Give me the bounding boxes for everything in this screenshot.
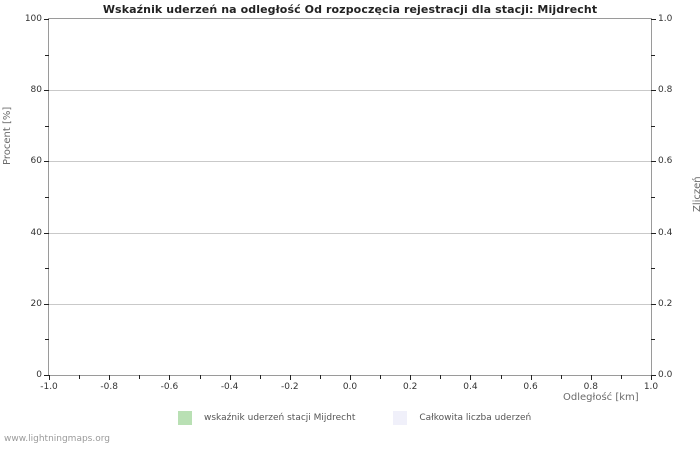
y2-axis-minor-tick	[651, 54, 655, 56]
gridline-horizontal	[49, 303, 651, 305]
y2-axis-minor-tick	[651, 125, 655, 127]
x-axis-minor-tick	[319, 375, 321, 379]
x-axis-minor-tick	[440, 375, 442, 379]
y2-axis-tick-label: 0.4	[658, 227, 673, 238]
watermark: www.lightningmaps.org	[4, 434, 110, 444]
legend-swatch-strike-rate	[178, 411, 192, 425]
legend-item-total-strikes: Całkowita liczba uderzeń	[393, 411, 531, 425]
y2-axis-minor-tick	[651, 268, 655, 270]
gridline-horizontal	[49, 232, 651, 234]
x-axis-tick-label: -0.2	[281, 382, 299, 392]
y-axis-tick	[44, 232, 49, 234]
x-axis-tick	[590, 375, 592, 380]
y-axis-minor-tick	[45, 54, 49, 56]
x-axis-tick	[229, 375, 231, 380]
y-axis-tick	[44, 90, 49, 92]
x-axis-tick	[470, 375, 472, 380]
y2-axis-tick-label: 0.2	[658, 298, 673, 309]
y2-axis-minor-tick	[651, 339, 655, 341]
legend-label-strike-rate: wskaźnik uderzeń stacji Mijdrecht	[204, 413, 356, 423]
y-axis-tick-label: 80	[30, 85, 42, 96]
y-axis-tick	[44, 19, 49, 20]
x-axis-tick-label: -0.6	[160, 382, 179, 392]
y-axis-minor-tick	[45, 339, 49, 341]
y-axis-tick	[44, 161, 49, 163]
y2-axis-tick-label: 0.8	[658, 85, 673, 96]
x-axis-tick	[109, 375, 111, 380]
x-axis-tick	[530, 375, 532, 380]
x-axis-tick-label: 0.4	[463, 382, 478, 392]
x-axis-tick-label: 0.8	[583, 382, 598, 392]
y-axis-tick-label: 0	[36, 370, 42, 380]
y2-axis-tick-label: 0.6	[658, 156, 673, 167]
y2-axis-minor-tick	[651, 197, 655, 198]
legend-swatch-total-strikes	[393, 411, 408, 425]
y-axis-minor-tick	[45, 125, 49, 127]
x-axis-label: Odległość [km]	[563, 392, 639, 403]
x-axis-minor-tick	[380, 375, 382, 379]
page-title: Wskaźnik uderzeń na odległość Od rozpocz…	[102, 3, 598, 16]
x-axis-minor-tick	[139, 375, 141, 379]
y-axis-label-left: Procent [%]	[2, 106, 13, 165]
x-axis-tick-label: 0.0	[342, 382, 358, 392]
legend-label-total-strikes: Całkowita liczba uderzeń	[419, 413, 532, 423]
y-axis-tick-label: 40	[30, 227, 42, 238]
y-axis-label-right: Zliczeń	[692, 176, 700, 212]
x-axis-tick	[169, 375, 171, 380]
x-axis-minor-tick	[79, 375, 81, 379]
x-axis-minor-tick	[560, 375, 562, 379]
legend: wskaźnik uderzeń stacji Mijdrecht Całkow…	[178, 411, 531, 425]
x-axis-tick	[651, 375, 652, 380]
x-axis-tick-label: 0.6	[523, 382, 538, 392]
x-axis-tick-label: 1.0	[643, 382, 659, 392]
y-axis-tick	[44, 375, 49, 376]
y-axis-tick-label: 60	[30, 156, 42, 167]
x-axis-minor-tick	[199, 375, 201, 379]
y-axis-tick-label: 20	[30, 298, 42, 309]
y-axis-minor-tick	[45, 197, 49, 198]
y2-axis-tick	[651, 303, 656, 305]
x-axis-tick-label: 0.2	[403, 382, 418, 392]
x-axis-tick-label: -0.4	[220, 382, 239, 392]
x-axis-tick-label: -1.0	[40, 382, 58, 392]
x-axis-tick	[350, 375, 351, 380]
x-axis-tick	[49, 375, 50, 380]
x-axis-minor-tick	[259, 375, 261, 379]
gridline-horizontal	[49, 161, 651, 163]
y-axis-tick	[44, 303, 49, 305]
legend-item-strike-rate: wskaźnik uderzeń stacji Mijdrecht	[178, 411, 355, 425]
y-axis-minor-tick	[45, 268, 49, 270]
x-axis-tick	[410, 375, 412, 380]
y2-axis-tick-label: 1.0	[658, 14, 673, 24]
x-axis-tick	[289, 375, 291, 380]
gridline-horizontal	[49, 90, 651, 92]
y-axis-tick-label: 100	[24, 14, 42, 24]
x-axis-tick-label: -0.8	[100, 382, 118, 392]
y2-axis-tick	[651, 161, 656, 163]
x-axis-minor-tick	[500, 375, 502, 379]
x-axis-minor-tick	[620, 375, 622, 379]
y2-axis-tick	[651, 375, 656, 376]
y2-axis-tick	[651, 19, 656, 20]
y2-axis-tick	[651, 90, 656, 92]
plot-area: 0 20 40 60 80 100 0.0 0.2 0.4 0.6 0.8 1.0 -1.0 -0.8 -0…	[25, 14, 673, 392]
y2-axis-tick-label: 0.0	[658, 370, 673, 380]
y2-axis-tick	[651, 232, 656, 234]
